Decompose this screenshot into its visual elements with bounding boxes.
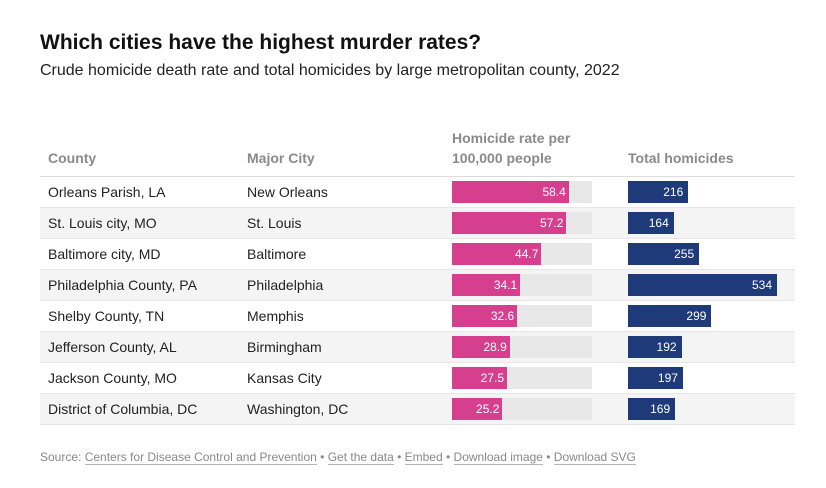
table-row: Philadelphia County, PA Philadelphia 34.1 5… [40,269,795,301]
rate-bar-track: 34.1 [452,274,592,296]
total-bar: 255 [628,243,700,265]
footer-separator: • [542,450,554,464]
rate-bar: 58.4 [452,181,569,203]
county-cell: Jefferson County, AL [40,331,247,363]
rate-bar: 28.9 [452,336,510,358]
total-homicides-cell: 169 [628,393,795,425]
footer-separator: • [316,450,328,464]
footer-separator: • [393,450,405,464]
source-prefix: Source: [40,450,85,464]
county-cell: Baltimore city, MD [40,238,247,270]
table-row: Orleans Parish, LA New Orleans 58.4 216 [40,176,795,208]
homicide-table: Orleans Parish, LA New Orleans 58.4 216 St. … [40,176,795,425]
get-the-data-link[interactable]: Get the data [327,450,394,465]
chart-title: Which cities have the highest murder rat… [40,31,482,54]
download-image-link[interactable]: Download image [453,450,543,465]
total-bar: 299 [628,305,712,327]
homicide-rate-cell: 32.6 [452,300,628,332]
homicide-rate-cell: 57.2 [452,207,628,239]
rate-bar: 57.2 [452,212,567,234]
chart-subtitle: Crude homicide death rate and total homi… [40,62,620,79]
total-bar: 169 [628,398,676,420]
total-homicides-cell: 192 [628,331,795,363]
table-row: Jefferson County, AL Birmingham 28.9 192 [40,331,795,363]
county-cell: St. Louis city, MO [40,207,247,239]
table-row: Jackson County, MO Kansas City 27.5 197 [40,362,795,394]
rate-bar: 44.7 [452,243,542,265]
homicide-rate-cell: 58.4 [452,176,628,208]
total-homicides-cell: 216 [628,176,795,208]
rate-bar-track: 44.7 [452,243,592,265]
rate-bar-track: 57.2 [452,212,592,234]
total-homicides-cell: 164 [628,207,795,239]
rate-bar-track: 32.6 [452,305,592,327]
header-total-homicides: Total homicides [628,150,734,166]
county-cell: Orleans Parish, LA [40,176,247,208]
rate-bar-track: 28.9 [452,336,592,358]
source-footer: Source: Centers for Disease Control and … [40,450,636,465]
header-homicide-rate-line2: 100,000 people [452,150,552,166]
rate-bar: 27.5 [452,367,507,389]
major-city-cell: Baltimore [247,238,452,270]
total-bar: 197 [628,367,683,389]
total-homicides-cell: 534 [628,269,795,301]
total-bar: 164 [628,212,674,234]
rate-bar: 25.2 [452,398,503,420]
footer-separator: • [442,450,454,464]
total-homicides-cell: 197 [628,362,795,394]
homicide-rate-cell: 28.9 [452,331,628,363]
header-homicide-rate-line1: Homicide rate per [452,130,571,146]
major-city-cell: Birmingham [247,331,452,363]
header-homicide-rate: Homicide rate per 100,000 people [452,128,570,168]
total-bar: 192 [628,336,682,358]
table-row: District of Columbia, DC Washington, DC 25… [40,393,795,425]
embed-link[interactable]: Embed [404,450,443,465]
total-homicides-cell: 255 [628,238,795,270]
county-cell: Shelby County, TN [40,300,247,332]
county-cell: Philadelphia County, PA [40,269,247,301]
rate-bar: 34.1 [452,274,521,296]
rate-bar-track: 25.2 [452,398,592,420]
major-city-cell: Kansas City [247,362,452,394]
county-cell: District of Columbia, DC [40,393,247,425]
header-major-city: Major City [247,150,315,166]
download-svg-link[interactable]: Download SVG [553,450,636,465]
county-cell: Jackson County, MO [40,362,247,394]
homicide-rate-cell: 25.2 [452,393,628,425]
total-bar: 216 [628,181,689,203]
rate-bar: 32.6 [452,305,518,327]
homicide-rate-cell: 34.1 [452,269,628,301]
rate-bar-track: 27.5 [452,367,592,389]
source-link[interactable]: Centers for Disease Control and Preventi… [84,450,317,465]
homicide-rate-cell: 27.5 [452,362,628,394]
table-row: Baltimore city, MD Baltimore 44.7 255 [40,238,795,270]
major-city-cell: Washington, DC [247,393,452,425]
major-city-cell: Philadelphia [247,269,452,301]
header-county: County [48,150,97,166]
major-city-cell: St. Louis [247,207,452,239]
table-row: St. Louis city, MO St. Louis 57.2 164 [40,207,795,239]
table-row: Shelby County, TN Memphis 32.6 299 [40,300,795,332]
major-city-cell: New Orleans [247,176,452,208]
homicide-rate-cell: 44.7 [452,238,628,270]
rate-bar-track: 58.4 [452,181,592,203]
major-city-cell: Memphis [247,300,452,332]
total-homicides-cell: 299 [628,300,795,332]
total-bar: 534 [628,274,777,296]
